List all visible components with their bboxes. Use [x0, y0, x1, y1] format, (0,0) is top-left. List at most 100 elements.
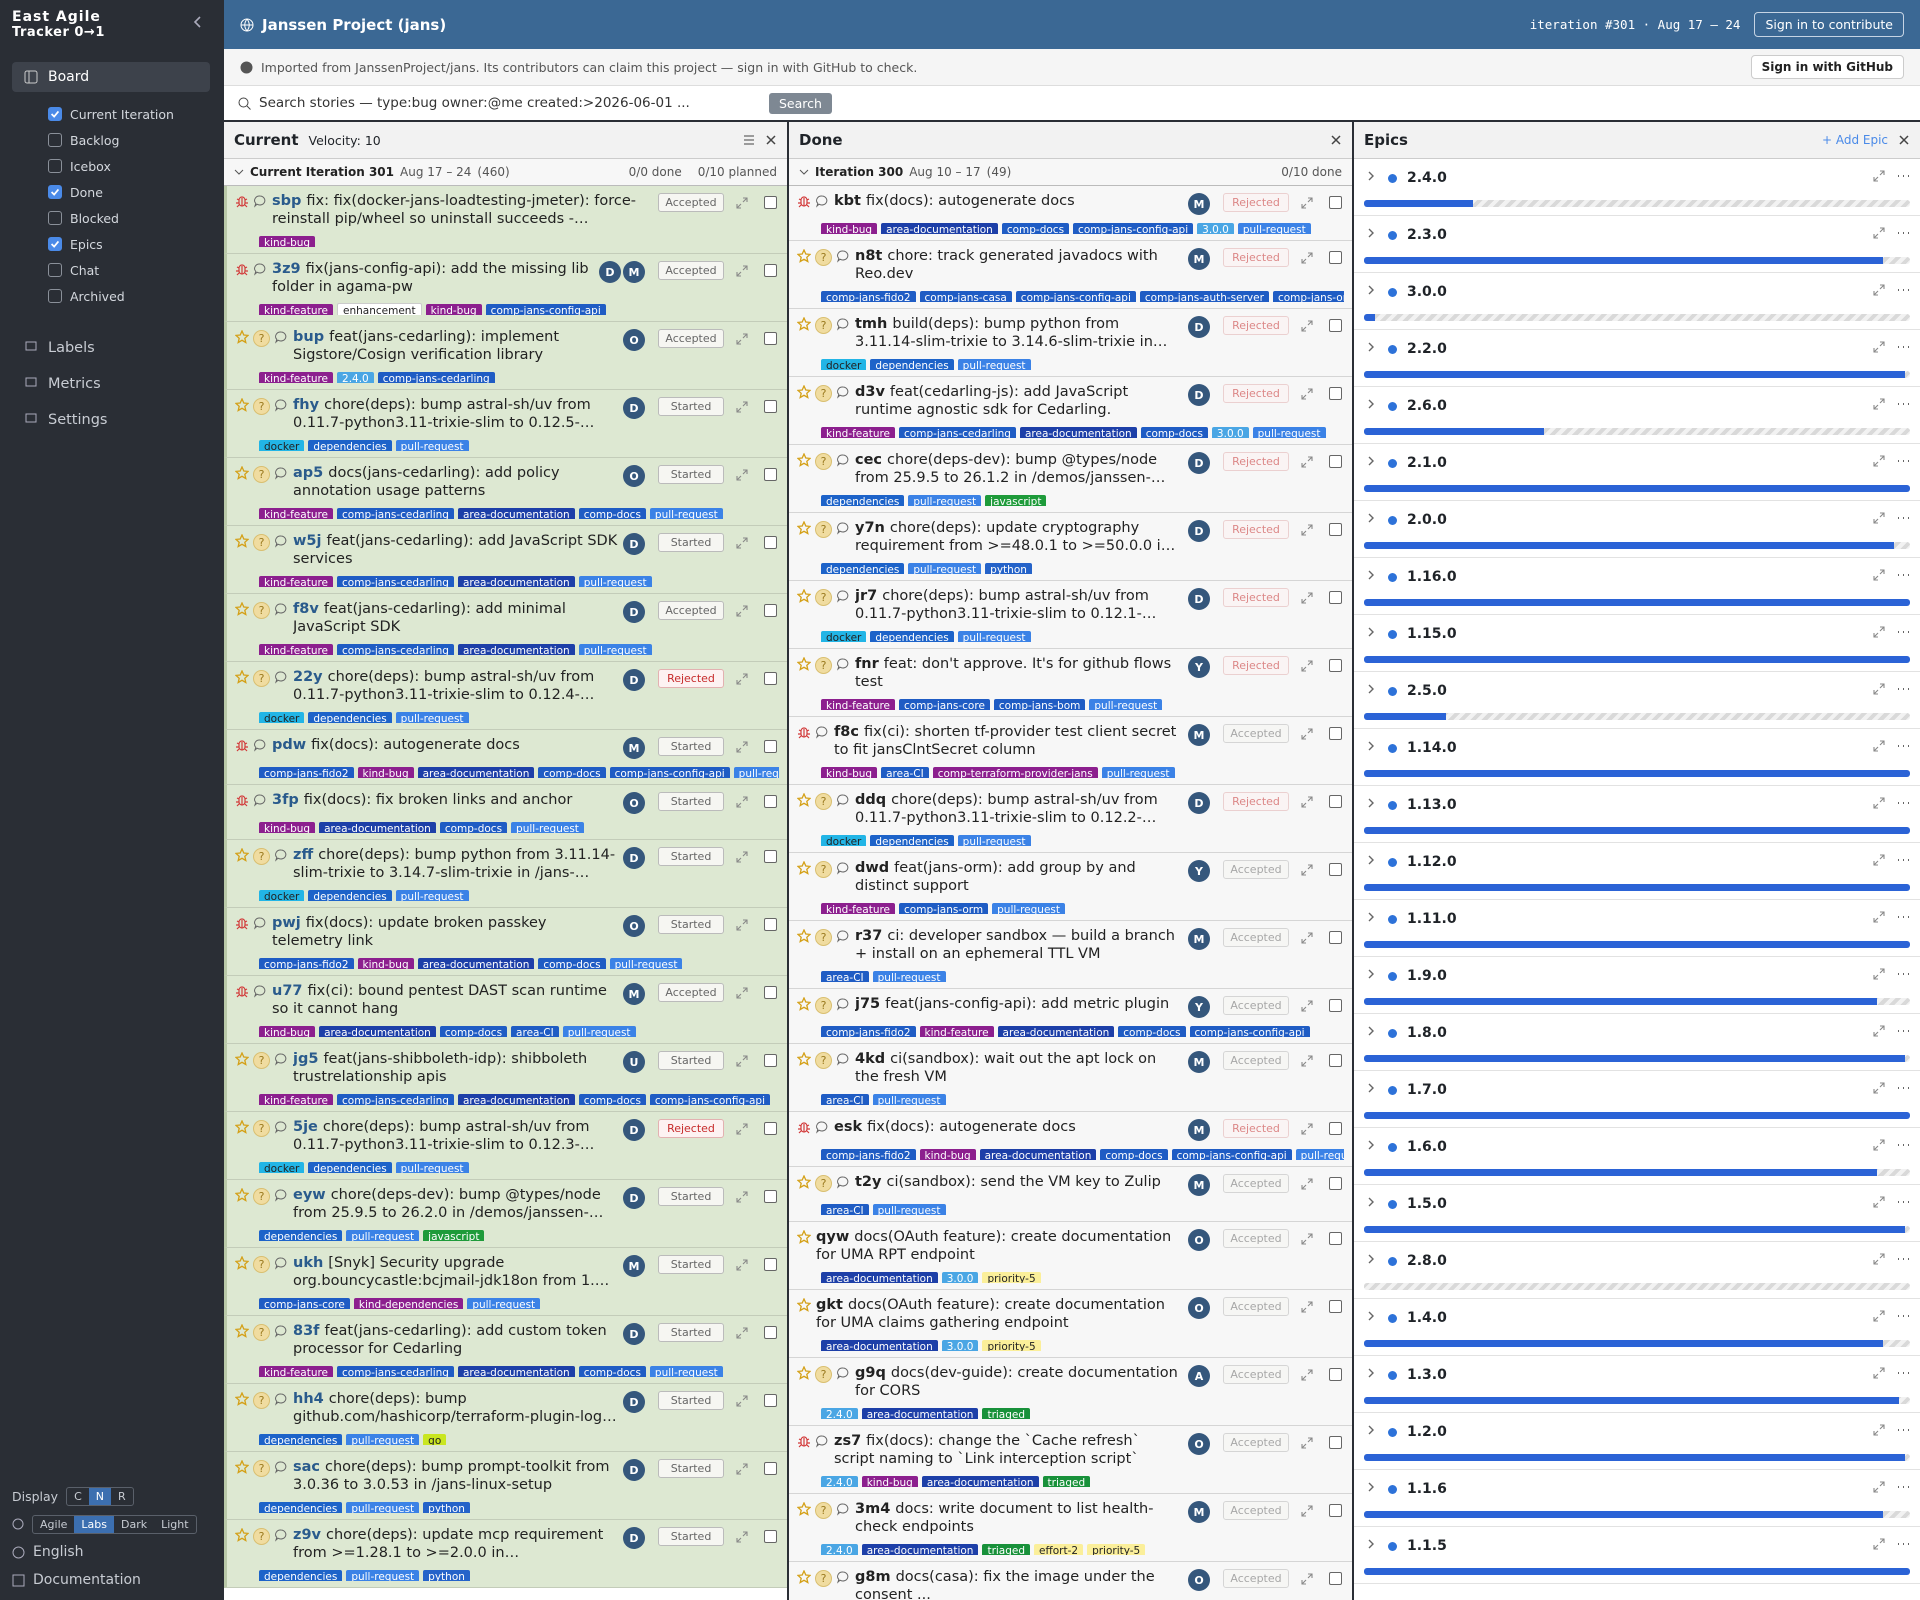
theme-option[interactable]: Light — [161, 1517, 189, 1531]
expand-icon[interactable] — [735, 917, 749, 936]
story-card[interactable]: ? tmh build(deps): bump python from 3.11.1… — [789, 309, 1352, 377]
label[interactable]: pull-request — [1237, 223, 1311, 234]
epic-menu[interactable] — [1896, 1252, 1910, 1270]
expand-icon[interactable] — [735, 399, 749, 418]
epic-row[interactable]: 1.4.0 — [1354, 1299, 1920, 1356]
epic-row[interactable]: 1.11.0 — [1354, 900, 1920, 957]
expand-icon[interactable] — [1300, 1176, 1314, 1195]
label[interactable]: comp-jans-config-api — [1073, 223, 1194, 234]
label[interactable]: comp-jans-fido2 — [259, 767, 354, 778]
expand-icon[interactable] — [1300, 998, 1314, 1017]
select-checkbox[interactable] — [764, 604, 777, 617]
select-checkbox[interactable] — [1329, 387, 1342, 400]
expand-icon[interactable] — [1872, 739, 1886, 757]
label[interactable]: kind-bug — [861, 1476, 918, 1487]
label[interactable]: dependencies — [870, 835, 954, 846]
label[interactable]: pull-request — [957, 631, 1031, 642]
select-checkbox[interactable] — [764, 1394, 777, 1407]
label[interactable]: kind-bug — [919, 1149, 976, 1160]
story-card[interactable]: ? jr7 chore(deps): bump astral-sh/uv from … — [789, 581, 1352, 649]
nav-link[interactable]: Labels — [24, 330, 107, 366]
chevron[interactable] — [1364, 1309, 1378, 1327]
story-card[interactable]: ? jg5 feat(jans-shibboleth-idp): shibbolet… — [224, 1044, 787, 1112]
label[interactable]: pull-request — [578, 644, 652, 655]
select-checkbox[interactable] — [1329, 727, 1342, 740]
select-checkbox[interactable] — [764, 196, 777, 209]
chevron[interactable] — [1364, 1138, 1378, 1156]
epic-row[interactable]: 1.3.0 — [1354, 1356, 1920, 1413]
select-checkbox[interactable] — [1329, 196, 1342, 209]
label[interactable]: dependencies — [259, 1230, 343, 1241]
label[interactable]: 3.0.0 — [941, 1340, 979, 1351]
estimate[interactable]: ? — [253, 1051, 270, 1069]
label[interactable]: 2.4.0 — [337, 372, 374, 383]
label[interactable]: kind-feature — [259, 372, 334, 383]
label[interactable]: kind-bug — [259, 1026, 316, 1037]
epic-menu[interactable] — [1896, 283, 1910, 301]
label[interactable]: pull-request — [872, 1204, 946, 1215]
state-button[interactable]: Started — [658, 1255, 724, 1274]
estimate[interactable]: ? — [253, 465, 270, 483]
story-card[interactable]: ? 3m4 docs: write document to list health-… — [789, 1494, 1352, 1562]
expand-icon[interactable] — [1872, 1309, 1886, 1327]
github-signin-button[interactable]: Sign in with GitHub — [1750, 55, 1904, 79]
state-button[interactable]: Accepted — [658, 983, 724, 1002]
label[interactable]: dependencies — [259, 1434, 343, 1445]
chevron[interactable] — [1364, 625, 1378, 643]
panel-toggle[interactable]: Icebox — [48, 153, 174, 179]
label[interactable]: pull-request — [908, 563, 982, 574]
label[interactable]: javascript — [985, 495, 1047, 506]
label[interactable]: pull-request — [346, 1230, 420, 1241]
label[interactable]: comp-jans-config-api — [1171, 1149, 1292, 1160]
chevron[interactable] — [1364, 226, 1378, 244]
label[interactable]: kind-feature — [259, 304, 334, 315]
state-button[interactable]: Started — [658, 1323, 724, 1342]
epic-menu[interactable] — [1896, 625, 1910, 643]
epic-menu[interactable] — [1896, 169, 1910, 187]
state-button[interactable]: Started — [658, 915, 724, 934]
epic-row[interactable]: 1.14.0 — [1354, 729, 1920, 786]
select-checkbox[interactable] — [764, 264, 777, 277]
estimate[interactable]: ? — [253, 1119, 270, 1137]
select-checkbox[interactable] — [764, 1258, 777, 1271]
state-button[interactable]: Rejected — [658, 1119, 724, 1138]
epic-menu[interactable] — [1896, 853, 1910, 871]
label[interactable]: comp-jans-core — [899, 699, 990, 710]
estimate[interactable]: ? — [815, 520, 832, 538]
state-button[interactable]: Accepted — [658, 601, 724, 620]
label[interactable]: area-documentation — [1019, 427, 1137, 438]
story-card[interactable]: u77 fix(ci): bound pentest DAST scan runt… — [224, 976, 787, 1044]
expand-icon[interactable] — [1300, 1053, 1314, 1072]
epic-row[interactable]: 1.15.0 — [1354, 615, 1920, 672]
label[interactable]: area-CI — [881, 767, 929, 778]
label[interactable]: pull-request — [957, 835, 1031, 846]
epic-menu[interactable] — [1896, 1423, 1910, 1441]
label[interactable]: area-documentation — [821, 1340, 938, 1351]
label[interactable]: area-documentation — [921, 1476, 1039, 1487]
label[interactable]: area-CI — [821, 1204, 869, 1215]
epic-row[interactable]: 2.6.0 — [1354, 387, 1920, 444]
expand-icon[interactable] — [1300, 250, 1314, 269]
label[interactable]: priority-5 — [982, 1272, 1041, 1283]
story-card[interactable]: qyw docs(OAuth feature): create documenta… — [789, 1222, 1352, 1290]
state-button[interactable]: Accepted — [1223, 1569, 1289, 1588]
label[interactable]: area-CI — [821, 1094, 869, 1105]
expand-icon[interactable] — [735, 603, 749, 622]
story-card[interactable]: pdw fix(docs): autogenerate docs M Started c… — [224, 730, 787, 785]
label[interactable]: dependencies — [308, 1162, 392, 1173]
state-button[interactable]: Accepted — [1223, 724, 1289, 743]
label[interactable]: docker — [259, 440, 305, 451]
state-button[interactable]: Accepted — [1223, 1297, 1289, 1316]
story-card[interactable]: ? hh4 chore(deps): bump github.com/hashico… — [224, 1384, 787, 1452]
label[interactable]: kind-feature — [919, 1026, 994, 1037]
label[interactable]: 3.0.0 — [1211, 427, 1249, 438]
estimate[interactable]: ? — [253, 533, 270, 551]
label[interactable]: effort-2 — [1034, 1544, 1084, 1555]
state-button[interactable]: Rejected — [1223, 193, 1289, 212]
label[interactable]: pull-request — [1101, 767, 1175, 778]
expand-icon[interactable] — [1872, 1423, 1886, 1441]
state-button[interactable]: Started — [658, 1187, 724, 1206]
story-card[interactable]: 3fp fix(docs): fix broken links and ancho… — [224, 785, 787, 840]
nav-board[interactable]: Board — [12, 62, 210, 92]
label[interactable]: pull-request — [395, 890, 469, 901]
